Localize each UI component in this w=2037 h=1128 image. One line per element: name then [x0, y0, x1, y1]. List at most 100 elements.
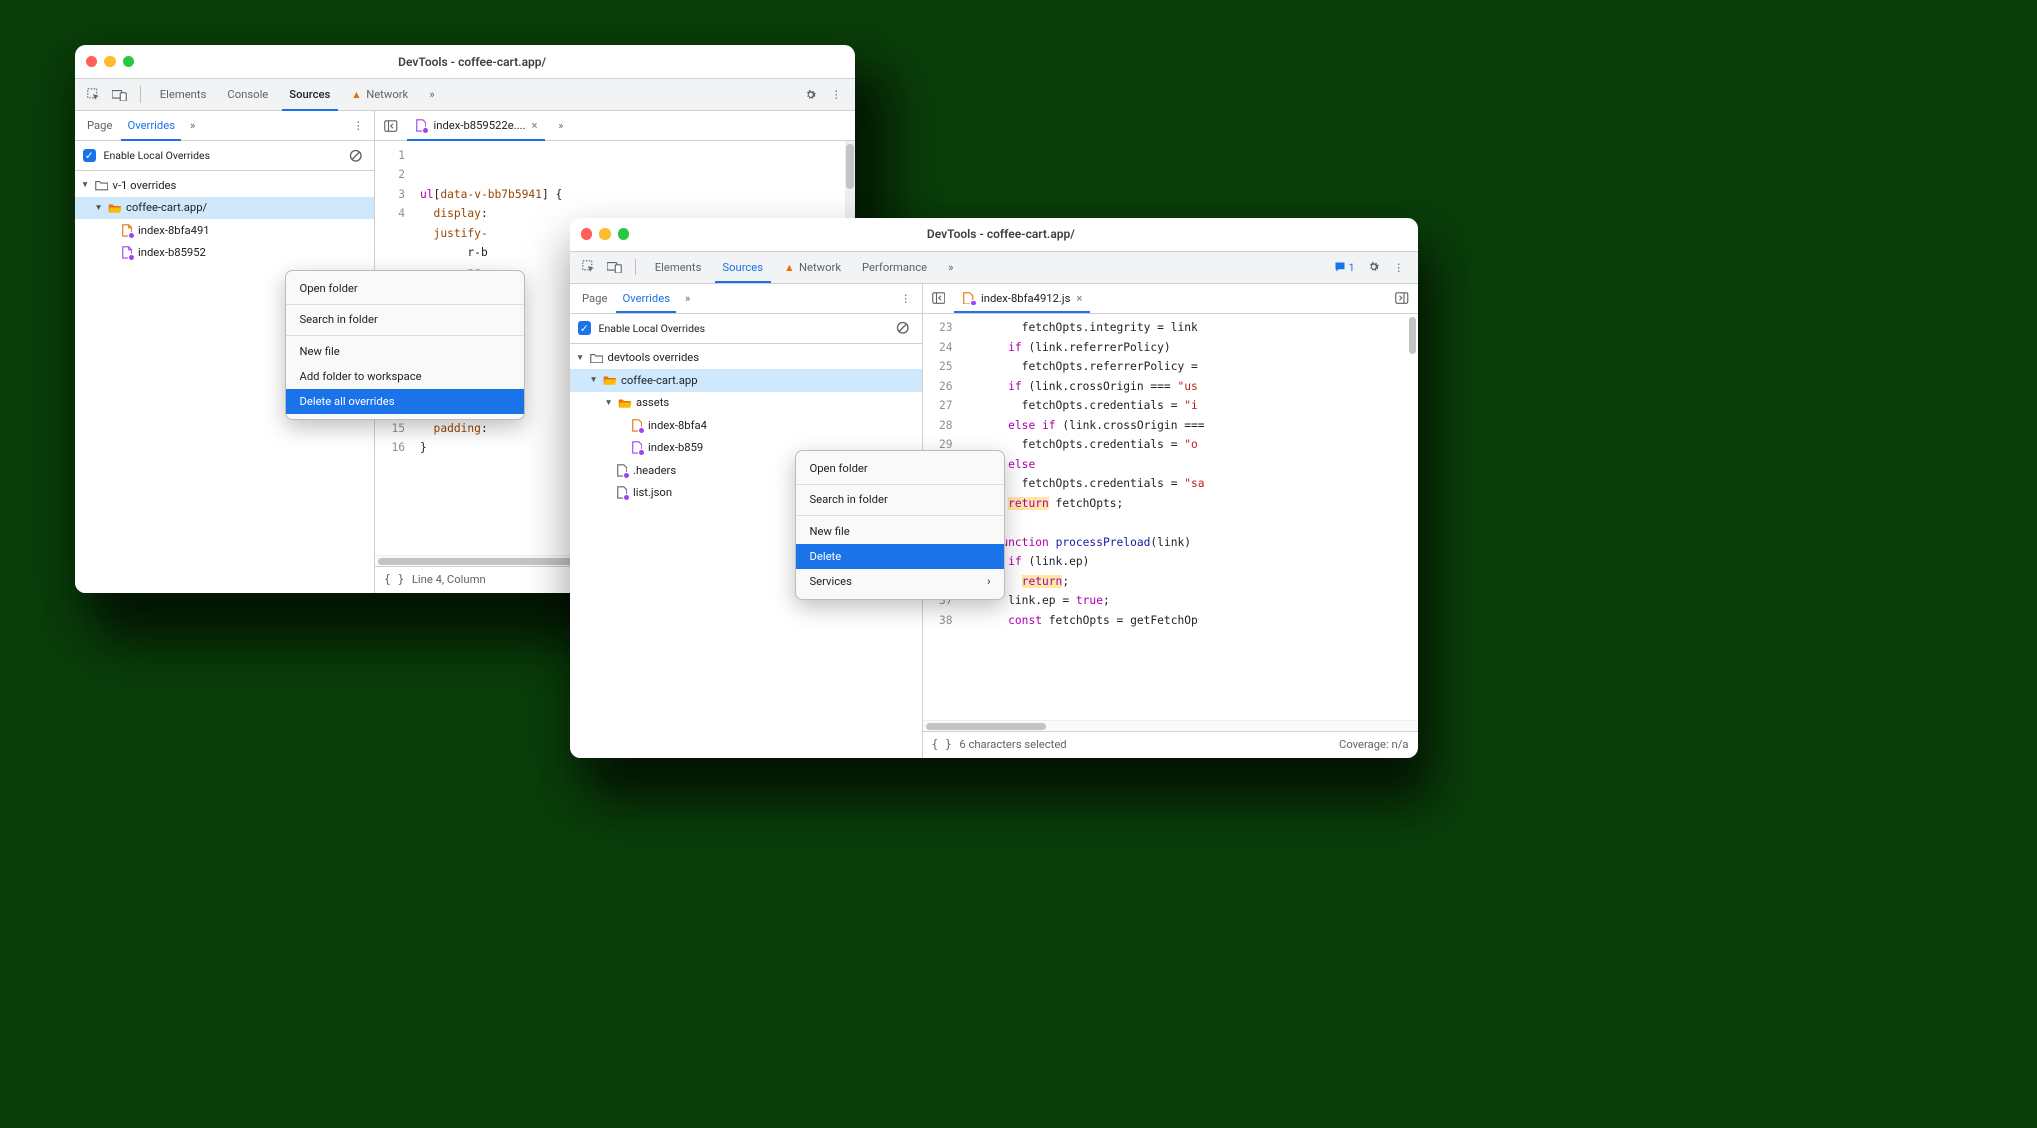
subtab-page[interactable]: Page — [575, 284, 615, 313]
inspect-icon[interactable] — [578, 256, 601, 279]
device-icon[interactable] — [108, 83, 131, 106]
subtabs-overflow-icon[interactable]: » — [678, 284, 698, 313]
navigator-tabs: Page Overrides » ⋮ — [75, 111, 374, 141]
ctx-open-folder[interactable]: Open folder — [286, 276, 524, 301]
tree-file[interactable]: index-8bfa491 — [75, 219, 374, 242]
js-file-icon — [630, 419, 644, 433]
folder-icon — [95, 179, 109, 193]
zoom-dot[interactable] — [123, 56, 134, 67]
folder-open-icon — [618, 396, 632, 410]
braces-icon[interactable]: { } — [932, 738, 952, 751]
editor-tabs: index-b859522e.... × » — [375, 111, 855, 141]
main-toolbar: Elements Console Sources ▲Network » ⋮ — [75, 78, 855, 111]
minimize-dot[interactable] — [104, 56, 115, 67]
tab-elements[interactable]: Elements — [149, 79, 217, 110]
panel-tabs: Elements Sources ▲Network Performance » — [644, 252, 964, 283]
tree-root[interactable]: ▼ devtools overrides — [570, 347, 922, 370]
code-lines: fetchOpts.integrity = link if (link.refe… — [960, 314, 1418, 721]
ctx-add-folder[interactable]: Add folder to workspace — [286, 364, 524, 389]
h-scrollbar[interactable] — [923, 720, 1418, 731]
ctx-new-file[interactable]: New file — [796, 519, 1004, 544]
enable-overrides-label: Enable Local Overrides — [104, 149, 211, 162]
context-menu: Open folder Search in folder New file Ad… — [285, 270, 525, 420]
tab-sources[interactable]: Sources — [279, 79, 341, 110]
enable-overrides-row: ✓ Enable Local Overrides — [75, 141, 374, 171]
tab-elements[interactable]: Elements — [644, 252, 712, 283]
window-controls[interactable] — [581, 228, 630, 239]
editor-tab[interactable]: index-b859522e.... × — [405, 111, 547, 140]
navigator-tabs: Page Overrides » ⋮ — [570, 284, 922, 314]
clear-icon[interactable] — [892, 317, 915, 340]
zoom-dot[interactable] — [618, 228, 629, 239]
window-title: DevTools - coffee-cart.app/ — [151, 55, 794, 69]
titlebar: DevTools - coffee-cart.app/ — [75, 45, 855, 78]
css-file-icon — [120, 246, 134, 260]
tabs-overflow-icon[interactable]: » — [419, 79, 445, 110]
ctx-delete[interactable]: Delete — [796, 544, 1004, 569]
settings-gear-icon[interactable] — [800, 83, 823, 106]
js-file-icon — [120, 224, 134, 238]
tab-network[interactable]: ▲Network — [774, 252, 852, 283]
window-controls[interactable] — [86, 56, 135, 67]
coverage-status: Coverage: n/a — [1339, 738, 1408, 751]
ctx-delete-all-overrides[interactable]: Delete all overrides — [286, 389, 524, 414]
messages-icon[interactable]: 1 — [1329, 256, 1359, 279]
enable-overrides-label: Enable Local Overrides — [599, 322, 706, 335]
more-menu-icon[interactable]: ⋮ — [1388, 256, 1411, 279]
minimize-dot[interactable] — [599, 228, 610, 239]
tree-file[interactable]: index-8bfa4 — [570, 414, 922, 437]
enable-overrides-checkbox[interactable]: ✓ — [578, 321, 592, 335]
more-menu-icon[interactable]: ⋮ — [825, 83, 848, 106]
js-file-icon — [962, 291, 976, 305]
toggle-debugger-icon[interactable] — [1391, 287, 1414, 310]
close-dot[interactable] — [581, 228, 592, 239]
close-tab-icon[interactable]: × — [1076, 292, 1082, 305]
tabs-overflow-icon[interactable]: » — [550, 114, 573, 137]
folder-open-icon — [603, 374, 617, 388]
cursor-position: Line 4, Column — [412, 573, 486, 586]
tree-root[interactable]: ▼ v-1 overrides — [75, 174, 374, 197]
panel-tabs: Elements Console Sources ▲Network » — [149, 79, 445, 110]
subtabs-overflow-icon[interactable]: » — [183, 111, 203, 140]
file-icon — [615, 486, 629, 500]
more-icon[interactable]: ⋮ — [347, 114, 370, 137]
enable-overrides-row: ✓ Enable Local Overrides — [570, 314, 922, 344]
tree-folder-assets[interactable]: ▼ assets — [570, 392, 922, 415]
titlebar: DevTools - coffee-cart.app/ — [570, 218, 1418, 251]
tab-network[interactable]: ▲Network — [341, 79, 419, 110]
subtab-overrides[interactable]: Overrides — [120, 111, 183, 140]
settings-gear-icon[interactable] — [1362, 256, 1385, 279]
subtab-page[interactable]: Page — [80, 111, 120, 140]
inspect-icon[interactable] — [83, 83, 106, 106]
tree-folder-app[interactable]: ▼ coffee-cart.app — [570, 369, 922, 392]
tree-file[interactable]: index-b85952 — [75, 242, 374, 265]
editor-tabs: index-8bfa4912.js × — [923, 284, 1418, 314]
editor-tab[interactable]: index-8bfa4912.js × — [953, 284, 1092, 313]
ctx-services[interactable]: Services› — [796, 569, 1004, 594]
window-title: DevTools - coffee-cart.app/ — [646, 227, 1356, 241]
tabs-overflow-icon[interactable]: » — [938, 252, 964, 283]
tab-console[interactable]: Console — [217, 79, 279, 110]
close-tab-icon[interactable]: × — [532, 119, 538, 132]
braces-icon[interactable]: { } — [384, 573, 404, 586]
css-file-icon — [630, 441, 644, 455]
clear-icon[interactable] — [344, 144, 367, 167]
ctx-open-folder[interactable]: Open folder — [796, 456, 1004, 481]
ctx-search-folder[interactable]: Search in folder — [796, 487, 1004, 512]
context-menu: Open folder Search in folder New file De… — [795, 450, 1005, 600]
css-file-icon — [414, 119, 428, 133]
more-icon[interactable]: ⋮ — [895, 287, 918, 310]
ctx-search-folder[interactable]: Search in folder — [286, 307, 524, 332]
tab-performance[interactable]: Performance — [852, 252, 938, 283]
subtab-overrides[interactable]: Overrides — [615, 284, 678, 313]
enable-overrides-checkbox[interactable]: ✓ — [83, 149, 97, 163]
toggle-nav-icon[interactable] — [380, 114, 403, 137]
device-icon[interactable] — [603, 256, 626, 279]
toggle-nav-icon[interactable] — [927, 287, 950, 310]
tree-folder-app[interactable]: ▼ coffee-cart.app/ — [75, 197, 374, 220]
ctx-new-file[interactable]: New file — [286, 339, 524, 364]
folder-icon — [590, 351, 604, 365]
close-dot[interactable] — [86, 56, 97, 67]
file-icon — [615, 464, 629, 478]
tab-sources[interactable]: Sources — [712, 252, 774, 283]
